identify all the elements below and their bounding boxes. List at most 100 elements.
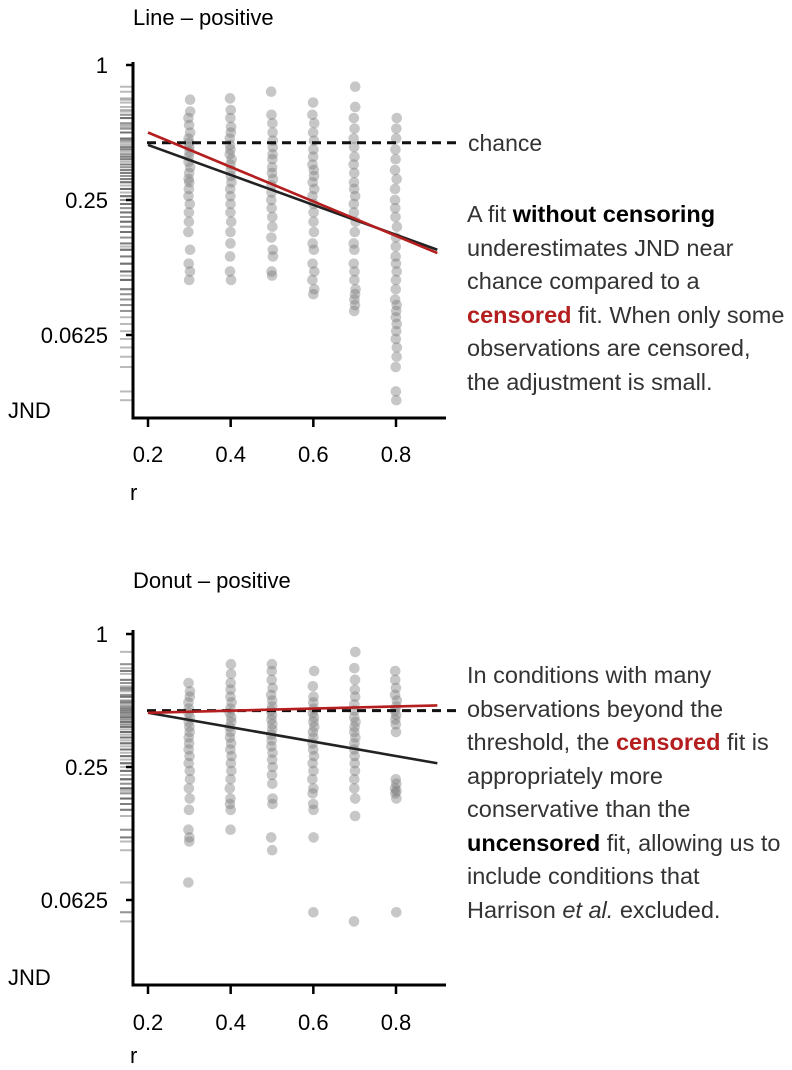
x-tick-label: 0.8 — [381, 1010, 412, 1035]
data-point — [225, 711, 237, 723]
data-point — [265, 86, 277, 98]
data-points — [183, 646, 403, 927]
data-point — [183, 677, 194, 689]
data-point — [184, 721, 195, 733]
data-point — [183, 137, 195, 149]
data-point — [267, 221, 278, 233]
data-point — [349, 274, 360, 286]
data-point — [307, 274, 318, 286]
data-point — [390, 333, 402, 345]
note-bottom-etal: et al. — [562, 896, 614, 923]
data-point — [307, 680, 319, 692]
note-bottom-text-3: fit, allowing us to include conditions t… — [467, 829, 781, 923]
data-point — [266, 769, 278, 781]
data-point — [307, 788, 318, 799]
data-point — [389, 202, 401, 214]
data-point — [391, 351, 402, 363]
data-point — [183, 226, 194, 238]
data-point — [225, 104, 237, 116]
data-point — [390, 682, 402, 694]
data-point — [225, 216, 237, 228]
data-point — [349, 726, 360, 738]
data-point — [307, 151, 319, 162]
data-point — [391, 173, 402, 185]
data-point — [266, 109, 277, 121]
data-point — [389, 194, 401, 206]
data-point — [224, 732, 236, 743]
data-point — [308, 906, 319, 918]
fit-censored-line — [147, 131, 438, 255]
data-point — [349, 773, 360, 785]
note-top-censored: censored — [467, 301, 572, 328]
data-point — [183, 836, 195, 847]
data-point — [391, 785, 402, 797]
data-point — [267, 141, 279, 153]
data-point — [225, 668, 237, 680]
data-point — [390, 311, 402, 323]
data-point — [391, 342, 403, 353]
data-point — [266, 724, 278, 735]
data-point — [184, 176, 195, 188]
data-point — [266, 674, 278, 686]
data-point — [348, 258, 360, 269]
data-point — [225, 121, 237, 133]
data-point — [391, 695, 403, 706]
data-point — [390, 144, 401, 155]
y-tick-label: 0.0625 — [41, 323, 108, 348]
data-point — [184, 691, 196, 703]
data-point — [184, 726, 195, 738]
data-point — [308, 665, 320, 677]
data-point — [390, 241, 402, 252]
data-point — [389, 183, 401, 195]
x-tick-label: 0.8 — [381, 442, 412, 467]
data-point — [183, 738, 195, 749]
data-point — [267, 682, 278, 694]
chart-title: Line – positive — [133, 5, 274, 30]
data-point — [183, 757, 195, 769]
data-point — [349, 101, 361, 113]
data-point — [224, 783, 236, 794]
data-point — [224, 798, 236, 810]
x-tick-label: 0.2 — [133, 1010, 164, 1035]
data-point — [349, 765, 361, 777]
data-point — [390, 719, 402, 730]
data-point — [267, 761, 278, 773]
data-point — [184, 750, 195, 762]
data-point — [389, 674, 401, 686]
data-point — [225, 757, 237, 769]
y-tick-label: 0.25 — [65, 755, 108, 780]
data-point — [267, 747, 278, 759]
note-top-bold: without censoring — [512, 201, 716, 227]
data-point — [226, 176, 237, 188]
data-point — [184, 244, 196, 256]
data-point — [308, 711, 320, 723]
data-point — [226, 765, 237, 777]
data-point — [225, 773, 236, 785]
data-point — [307, 109, 318, 121]
data-point — [308, 832, 319, 843]
x-tick-label: 0.4 — [215, 442, 246, 467]
data-point — [349, 299, 361, 311]
data-point — [349, 793, 361, 804]
data-point — [266, 741, 277, 752]
data-point — [391, 793, 402, 804]
data-point — [266, 270, 278, 281]
data-point — [349, 684, 361, 695]
y-tick-label: 1 — [96, 53, 108, 78]
data-point — [390, 258, 402, 269]
data-point — [390, 773, 402, 785]
data-point — [225, 744, 236, 755]
data-point — [307, 127, 319, 138]
data-point — [308, 750, 320, 762]
data-point — [349, 757, 361, 769]
data-point — [308, 765, 319, 777]
data-point — [308, 783, 319, 794]
data-point — [266, 167, 278, 179]
data-point — [184, 198, 196, 210]
data-point — [183, 732, 195, 743]
data-point — [183, 190, 194, 202]
data-point — [267, 798, 278, 810]
data-point — [308, 721, 320, 733]
data-point — [183, 216, 195, 228]
